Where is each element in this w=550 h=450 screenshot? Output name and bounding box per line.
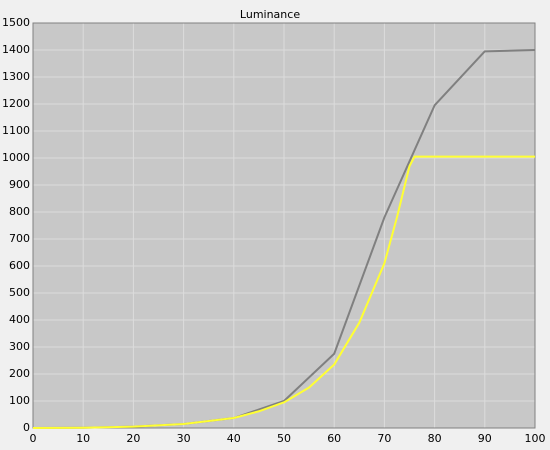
y-tick-label: 1100 [2, 124, 30, 137]
chart-title: Luminance [240, 8, 300, 21]
y-tick-label: 500 [9, 286, 30, 299]
x-tick-label: 80 [428, 432, 442, 445]
plot-border [32, 22, 536, 429]
y-tick-label: 200 [9, 367, 30, 380]
line [32, 155, 535, 429]
x-tick-label: 50 [277, 432, 291, 445]
y-tick-label: 1200 [2, 97, 30, 110]
y-tick-label: 400 [9, 313, 30, 326]
y-tick-label: 1500 [2, 16, 30, 29]
x-tick-label: 70 [377, 432, 391, 445]
y-tick-label: 1400 [2, 43, 30, 56]
y-tick-label: 600 [9, 259, 30, 272]
y-tick-label: 0 [23, 421, 30, 434]
x-tick-label: 40 [227, 432, 241, 445]
x-tick-label: 20 [126, 432, 140, 445]
x-tick-label: 30 [177, 432, 191, 445]
y-tick-label: 300 [9, 340, 30, 353]
x-tick-label: 60 [327, 432, 341, 445]
y-tick-label: 700 [9, 232, 30, 245]
x-tick-label: 10 [76, 432, 90, 445]
x-tick-label: 90 [478, 432, 492, 445]
x-tick-label: 0 [30, 432, 37, 445]
x-tick-label: 100 [525, 432, 546, 445]
y-tick-label: 900 [9, 178, 30, 191]
y-tick-label: 1300 [2, 70, 30, 83]
y-tick-label: 800 [9, 205, 30, 218]
y-tick-label: 1000 [2, 151, 30, 164]
y-tick-label: 100 [9, 394, 30, 407]
